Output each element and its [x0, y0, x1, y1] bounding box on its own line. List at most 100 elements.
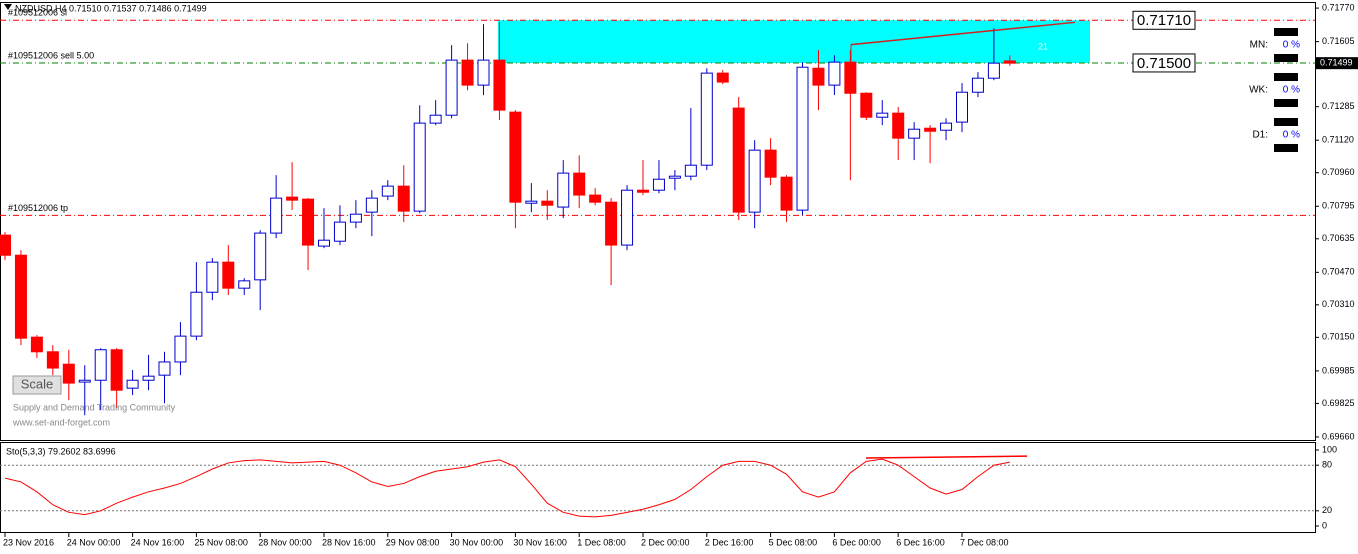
panel-bar — [1274, 73, 1298, 81]
order-level-label: #109512006 tp — [8, 203, 68, 213]
candle-body — [349, 213, 362, 223]
candle-body — [971, 77, 984, 93]
candle-body — [0, 234, 11, 256]
candle-body — [940, 122, 953, 131]
y-tick-label: 0.70150 — [1322, 332, 1355, 342]
candle-body — [748, 149, 761, 213]
candle-body — [461, 59, 474, 86]
candle-body — [78, 379, 91, 383]
y-tick-label: 100 — [1322, 444, 1337, 454]
candle-body — [270, 197, 283, 234]
current-price-box — [1316, 57, 1358, 70]
x-tick-label: 24 Nov 16:00 — [131, 537, 185, 547]
x-tick-label: 30 Nov 16:00 — [513, 537, 567, 547]
candle-body — [987, 62, 1000, 79]
candle-body — [493, 59, 506, 111]
panel-value: 0 % — [1283, 130, 1300, 141]
candle-body — [892, 112, 905, 139]
x-tick-label: 6 Dec 16:00 — [896, 537, 945, 547]
panel-label: MN: — [1250, 40, 1268, 51]
y-tick-label: 0 — [1322, 520, 1327, 530]
y-tick-label: 0.69985 — [1322, 365, 1355, 375]
y-tick-label: 0.70310 — [1322, 299, 1355, 309]
candle-body — [477, 59, 490, 86]
candle-body — [557, 172, 570, 208]
candle-body — [126, 379, 139, 389]
candle-body — [509, 111, 522, 203]
candle-body — [397, 185, 410, 212]
candle-body — [238, 280, 251, 289]
candle-body — [652, 178, 665, 191]
plot-frame — [0, 2, 1316, 441]
candle-body — [621, 189, 634, 246]
candle-body — [876, 112, 889, 118]
panel-bar — [1274, 99, 1298, 107]
annotation: 21 — [1038, 41, 1048, 51]
candle-body — [94, 349, 107, 381]
candle-body — [589, 194, 602, 203]
sub-frame — [0, 442, 1316, 533]
candle-body — [381, 185, 394, 197]
y-tick-label: 0.69660 — [1322, 431, 1355, 441]
y-tick-label: 0.70795 — [1322, 201, 1355, 211]
candle-body — [605, 201, 618, 246]
candle-body — [14, 254, 27, 339]
y-tick-label: 0.71770 — [1322, 2, 1355, 12]
candle-body — [110, 349, 123, 391]
panel-label: WK: — [1249, 85, 1268, 96]
order-level-label: #109512006 sell 5.00 — [8, 50, 94, 60]
candle-body — [828, 61, 841, 86]
x-tick-label: 30 Nov 00:00 — [450, 537, 504, 547]
y-tick-label: 0.70960 — [1322, 167, 1355, 177]
candle-body — [206, 261, 219, 293]
candle-body — [732, 107, 745, 213]
x-tick-label: 28 Nov 00:00 — [258, 537, 312, 547]
candle-body — [780, 176, 793, 211]
candle-body — [573, 172, 586, 196]
panel-bar — [1274, 54, 1298, 62]
panel-bar — [1274, 28, 1298, 36]
sub-title: Sto(5,3,3) 79.2602 83.6996 — [6, 446, 116, 456]
candle-body — [429, 114, 442, 124]
y-tick-label: 20 — [1322, 505, 1332, 515]
candle-body — [445, 59, 458, 116]
watermark: Supply and Demand Trading Community — [13, 402, 176, 412]
scale-button-label[interactable]: Scale — [21, 376, 54, 391]
candle-body — [796, 66, 809, 211]
header: NZDUSD,H4 0.71510 0.71537 0.71486 0.7149… — [15, 3, 207, 13]
x-tick-label: 2 Dec 00:00 — [641, 537, 690, 547]
panel-bar — [1274, 118, 1298, 126]
y-tick-label: 80 — [1322, 460, 1332, 470]
candle-body — [908, 128, 921, 139]
trendline — [850, 21, 1076, 46]
price-box-label: 0.71500 — [1137, 55, 1191, 72]
panel-label: D1: — [1252, 130, 1268, 141]
zone — [497, 20, 1091, 63]
x-tick-label: 23 Nov 2016 — [3, 537, 54, 547]
candle-body — [222, 261, 235, 289]
candle-body — [190, 291, 203, 337]
order-level-label: #109512006 sl — [8, 8, 67, 18]
candle-body — [318, 239, 330, 247]
x-tick-label: 1 Dec 08:00 — [577, 537, 626, 547]
trendline — [865, 455, 1028, 459]
candle-body — [525, 200, 538, 204]
panel-value: 0 % — [1283, 40, 1300, 51]
y-tick-label: 0.71605 — [1322, 36, 1355, 46]
y-tick-label: 0.69825 — [1322, 398, 1355, 408]
x-tick-label: 28 Nov 16:00 — [322, 537, 376, 547]
candle-body — [158, 361, 171, 376]
panel-bar — [1274, 144, 1298, 152]
x-tick-label: 6 Dec 00:00 — [832, 537, 881, 547]
price-box — [1132, 53, 1196, 73]
candle-body — [541, 200, 554, 206]
watermark: www.set-and-forget.com — [12, 417, 110, 427]
collapse-icon[interactable] — [4, 4, 12, 10]
x-tick-label: 2 Dec 16:00 — [705, 537, 754, 547]
scale-button[interactable] — [12, 375, 62, 395]
candle-body — [1003, 60, 1016, 64]
candle-body — [716, 72, 729, 83]
candle-body — [62, 363, 75, 384]
candle-body — [30, 336, 43, 353]
